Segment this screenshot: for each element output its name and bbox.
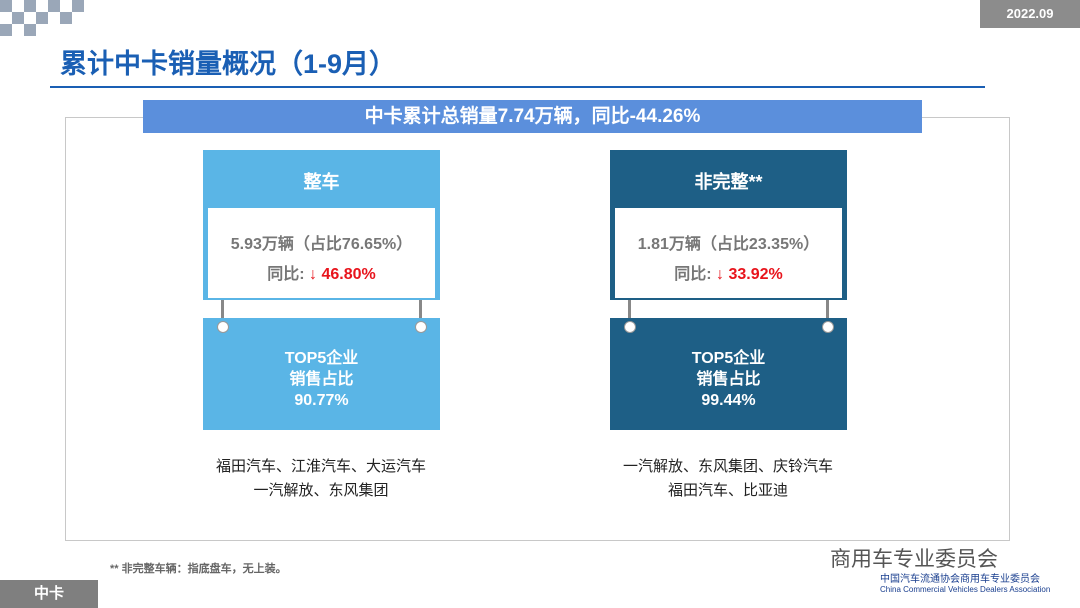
panel-header: 非完整** 1.81万辆（占比23.35%） 同比: ↓ 33.92% — [610, 150, 847, 300]
title-rule — [50, 86, 985, 88]
connector — [221, 300, 224, 322]
corner-decoration — [0, 0, 84, 36]
company-line: 一汽解放、东风集团 — [253, 482, 389, 499]
panel-volume: 5.93万辆（占比76.65%） — [230, 236, 413, 253]
top5-label: 销售占比 — [696, 371, 761, 388]
pin — [217, 321, 229, 333]
connector — [419, 300, 422, 322]
connector — [826, 300, 829, 322]
yoy-label: 同比: — [267, 266, 305, 283]
footer-tag: 中卡 — [0, 580, 98, 608]
panel-summary: 1.81万辆（占比23.35%） 同比: ↓ 33.92% — [615, 208, 842, 298]
yoy-value: ↓ 46.80% — [309, 266, 376, 283]
yoy-value: ↓ 33.92% — [716, 266, 783, 283]
watermark: 商用车专业委员会 — [830, 548, 998, 571]
pin — [415, 321, 427, 333]
companies: 福田汽车、江淮汽车、大运汽车 一汽解放、东风集团 — [171, 455, 471, 503]
panel-title: 整车 — [303, 172, 340, 192]
connector — [628, 300, 631, 322]
pin — [822, 321, 834, 333]
company-line: 福田汽车、江淮汽车、大运汽车 — [215, 458, 426, 475]
yoy-label: 同比: — [674, 266, 712, 283]
company-line: 一汽解放、东风集团、庆铃汽车 — [622, 458, 833, 475]
top5-label: TOP5企业 — [284, 350, 359, 367]
date: 2022.09 — [980, 0, 1080, 28]
companies: 一汽解放、东风集团、庆铃汽车 福田汽车、比亚迪 — [578, 455, 878, 503]
panel-top5: TOP5企业 销售占比 90.77% — [203, 318, 440, 430]
title: 累计中卡销量概况（1-9月） — [60, 49, 397, 79]
panel-summary: 5.93万辆（占比76.65%） 同比: ↓ 46.80% — [208, 208, 435, 298]
top5-label: TOP5企业 — [691, 350, 766, 367]
panel-top5: TOP5企业 销售占比 99.44% — [610, 318, 847, 430]
panel-title: 非完整** — [694, 172, 763, 192]
footnote: ** 非完整车辆：指底盘车，无上装。 — [110, 563, 287, 575]
top5-share: 90.77% — [294, 392, 349, 409]
panel-header: 整车 5.93万辆（占比76.65%） 同比: ↓ 46.80% — [203, 150, 440, 300]
org-name-en: China Commercial Vehicles Dealers Associ… — [880, 585, 1051, 594]
company-line: 福田汽车、比亚迪 — [667, 482, 788, 499]
pin — [624, 321, 636, 333]
banner: 中卡累计总销量7.74万辆，同比-44.26% — [143, 100, 922, 133]
panel-yoy: 同比: ↓ 33.92% — [615, 260, 842, 284]
org-name: 中国汽车流通协会商用车专业委员会 — [880, 574, 1040, 585]
panel-yoy: 同比: ↓ 46.80% — [208, 260, 435, 284]
top5-share: 99.44% — [701, 392, 756, 409]
top5-label: 销售占比 — [289, 371, 354, 388]
panel-volume: 1.81万辆（占比23.35%） — [637, 236, 820, 253]
